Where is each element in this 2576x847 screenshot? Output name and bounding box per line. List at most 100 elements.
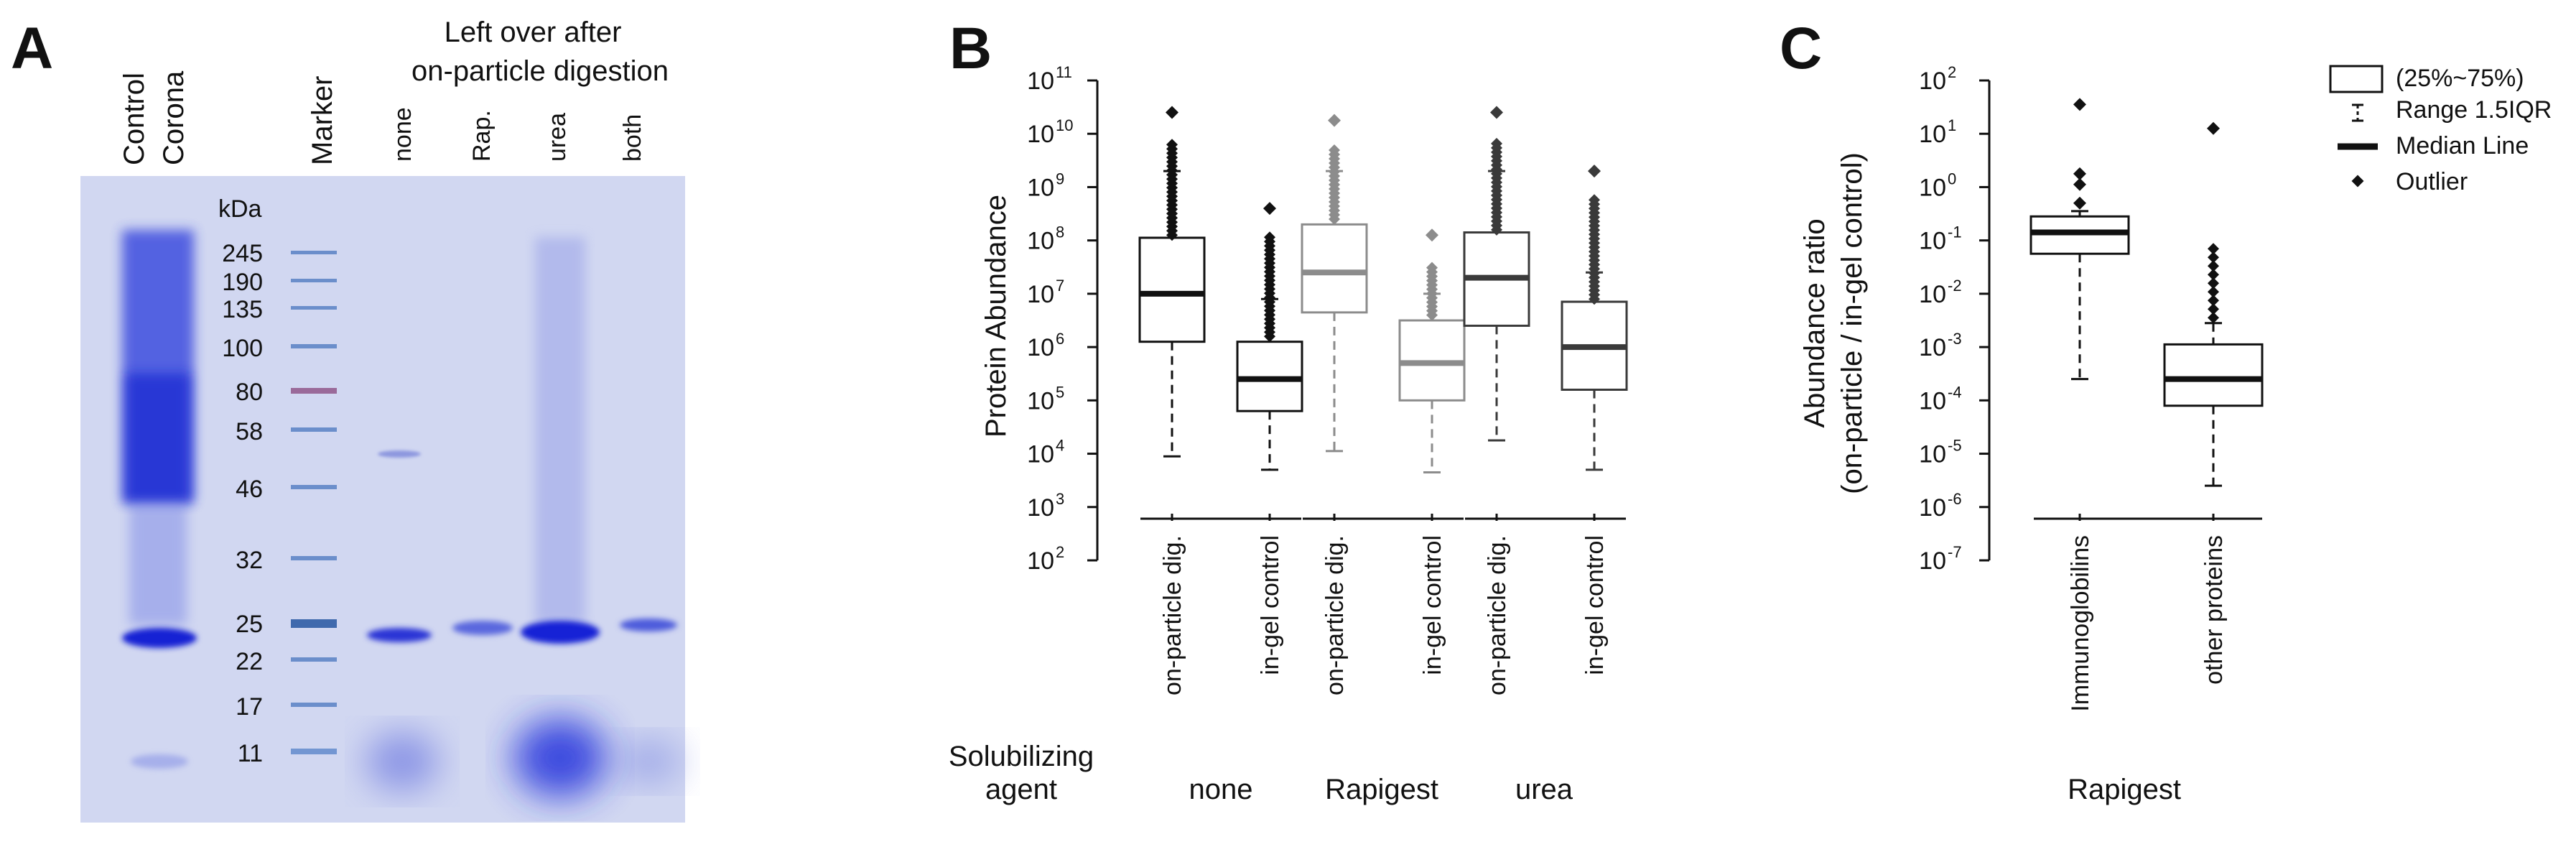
c-y-tick-label: 10 xyxy=(1919,68,1946,95)
c-y-tick-label: 10 xyxy=(1919,228,1946,255)
b-y-tick-label: 10 xyxy=(1027,441,1054,468)
b-category-label: on-particle dig. xyxy=(1321,535,1349,695)
panel-letter-b: B xyxy=(949,16,992,81)
panel-c: C Abundance ratio (on-particle / in-gel … xyxy=(1780,16,2552,805)
marker-label-11: 11 xyxy=(238,740,263,767)
b-group-urea: urea xyxy=(1515,774,1573,805)
c-category-label: Immunoglobilins xyxy=(2067,535,2094,712)
ladder-band-32 xyxy=(291,556,337,560)
ladder-band-17 xyxy=(291,703,337,707)
digest-lane-rap: Rap. xyxy=(468,110,496,162)
c-y-tick-label: 10 xyxy=(1919,547,1946,575)
c-y-tick-label: 10 xyxy=(1919,387,1946,415)
ladder-band-190 xyxy=(291,279,337,282)
lane-corona-smear-dark xyxy=(126,374,190,503)
marker-label-32: 32 xyxy=(236,547,263,574)
b-outlier xyxy=(1426,261,1438,274)
c-y-tick-exponent: -6 xyxy=(1948,490,1962,508)
ladder-band-135 xyxy=(291,306,337,310)
ladder-band-25 xyxy=(291,619,337,628)
ladder-band-100 xyxy=(291,344,337,348)
legend-outlier-swatch xyxy=(2351,175,2364,188)
b-y-tick-label: 10 xyxy=(1027,281,1054,308)
b-category-label: in-gel control xyxy=(1419,535,1446,675)
lane-both-blob xyxy=(616,740,681,783)
legend-box-swatch xyxy=(2329,65,2384,93)
b-outlier xyxy=(1589,194,1600,206)
digest-lane-both: both xyxy=(619,114,646,162)
lane-urea-smear xyxy=(535,237,585,625)
b-group-title-line1: Solubilizing xyxy=(949,741,1094,772)
marker-label-58: 58 xyxy=(236,418,263,445)
legend: (25%~75%) Range 1.5IQR Median Line Outli… xyxy=(2329,65,2552,195)
b-outlier-max xyxy=(1490,106,1503,119)
b-categories: on-particle dig. in-gel control on-particl… xyxy=(1159,535,1609,695)
lane-none-band-25 xyxy=(367,628,432,642)
b-box xyxy=(1138,236,1206,343)
marker-label-17: 17 xyxy=(236,693,263,721)
c-y-tick-label: 10 xyxy=(1919,334,1946,361)
digest-lane-none: none xyxy=(389,107,417,162)
legend-box-label: (25%~75%) xyxy=(2396,65,2524,92)
lane-corona-band-25 xyxy=(122,628,197,648)
c-group-label: Rapigest xyxy=(2068,774,2181,805)
legend-median-label: Median Line xyxy=(2396,132,2529,159)
b-y-tick-exponent: 7 xyxy=(1056,277,1064,295)
b-y-tick-exponent: 2 xyxy=(1056,543,1064,561)
lane-both-band-25 xyxy=(620,619,677,631)
c-y-tick-label: 10 xyxy=(1919,281,1946,308)
b-y-tick-exponent: 11 xyxy=(1056,63,1072,81)
panel-letter-a: A xyxy=(11,16,53,81)
b-y-tick-label: 10 xyxy=(1027,121,1054,148)
lane-label-corona: Corona xyxy=(158,70,190,165)
b-group-title-line2: agent xyxy=(985,774,1057,805)
c-y-tick-exponent: -7 xyxy=(1948,543,1962,561)
marker-label-46: 46 xyxy=(236,476,263,503)
marker-label-100: 100 xyxy=(222,335,263,362)
c-y-tick-label: 10 xyxy=(1919,121,1946,148)
c-outlier xyxy=(2208,303,2219,315)
c-y-axis-label-line1: Abundance ratio xyxy=(1799,218,1831,427)
ladder-band-22 xyxy=(291,657,337,662)
marker-ladder xyxy=(291,251,337,754)
b-y-tick-exponent: 9 xyxy=(1056,170,1064,188)
c-box xyxy=(2163,343,2264,407)
c-outlier xyxy=(2208,312,2219,324)
b-y-tick-label: 10 xyxy=(1027,68,1054,95)
legend-outlier-label: Outlier xyxy=(2396,168,2468,195)
b-y-axis-label: Protein Abundance xyxy=(980,195,1012,438)
b-group-rapigest: Rapigest xyxy=(1325,774,1438,805)
c-y-tick-label: 10 xyxy=(1919,494,1946,522)
ladder-band-11 xyxy=(291,749,337,754)
ladder-band-46 xyxy=(291,485,337,489)
b-outlier-max xyxy=(1263,202,1276,216)
c-outlier xyxy=(2208,269,2219,281)
legend-range-swatch xyxy=(2352,103,2363,122)
lane-corona-band-11 xyxy=(131,754,188,769)
marker-label-22: 22 xyxy=(236,648,263,675)
b-category-label: in-gel control xyxy=(1257,535,1284,675)
b-boxes xyxy=(1138,106,1628,521)
b-y-tick-exponent: 8 xyxy=(1056,223,1064,241)
b-category-label: on-particle dig. xyxy=(1484,535,1511,695)
b-outlier xyxy=(1491,137,1502,149)
ladder-band-58 xyxy=(291,427,337,432)
b-box xyxy=(1301,223,1368,314)
b-outlier xyxy=(1264,231,1275,244)
b-outlier xyxy=(1166,139,1178,151)
c-y-tick-exponent: 2 xyxy=(1948,63,1956,81)
b-y-tick-label: 10 xyxy=(1027,228,1054,255)
gel-image: kDa 245 190 135 100 80 58 46 32 25 22 17… xyxy=(80,176,685,823)
c-y-tick-exponent: -4 xyxy=(1948,383,1962,401)
digest-header-line2: on-particle digestion xyxy=(411,55,669,87)
panel-a: A Control Corona Marker Left over after … xyxy=(11,16,685,823)
c-y-tick-exponent: 0 xyxy=(1948,170,1956,188)
c-outlier xyxy=(2073,167,2086,180)
b-outlier-max xyxy=(1328,114,1341,127)
lane-urea-blob xyxy=(513,718,607,797)
b-y-tick-label: 10 xyxy=(1027,387,1054,415)
